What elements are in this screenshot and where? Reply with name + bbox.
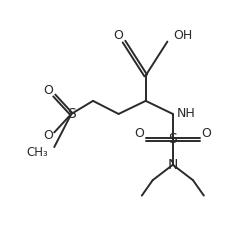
Text: NH: NH (177, 107, 195, 120)
Text: S: S (168, 132, 177, 146)
Text: O: O (113, 29, 123, 42)
Text: O: O (201, 128, 211, 140)
Text: O: O (135, 128, 144, 140)
Text: OH: OH (173, 29, 192, 42)
Text: S: S (67, 107, 76, 121)
Text: CH₃: CH₃ (26, 146, 48, 159)
Text: N: N (168, 158, 178, 172)
Text: O: O (43, 84, 53, 97)
Text: O: O (43, 129, 53, 142)
